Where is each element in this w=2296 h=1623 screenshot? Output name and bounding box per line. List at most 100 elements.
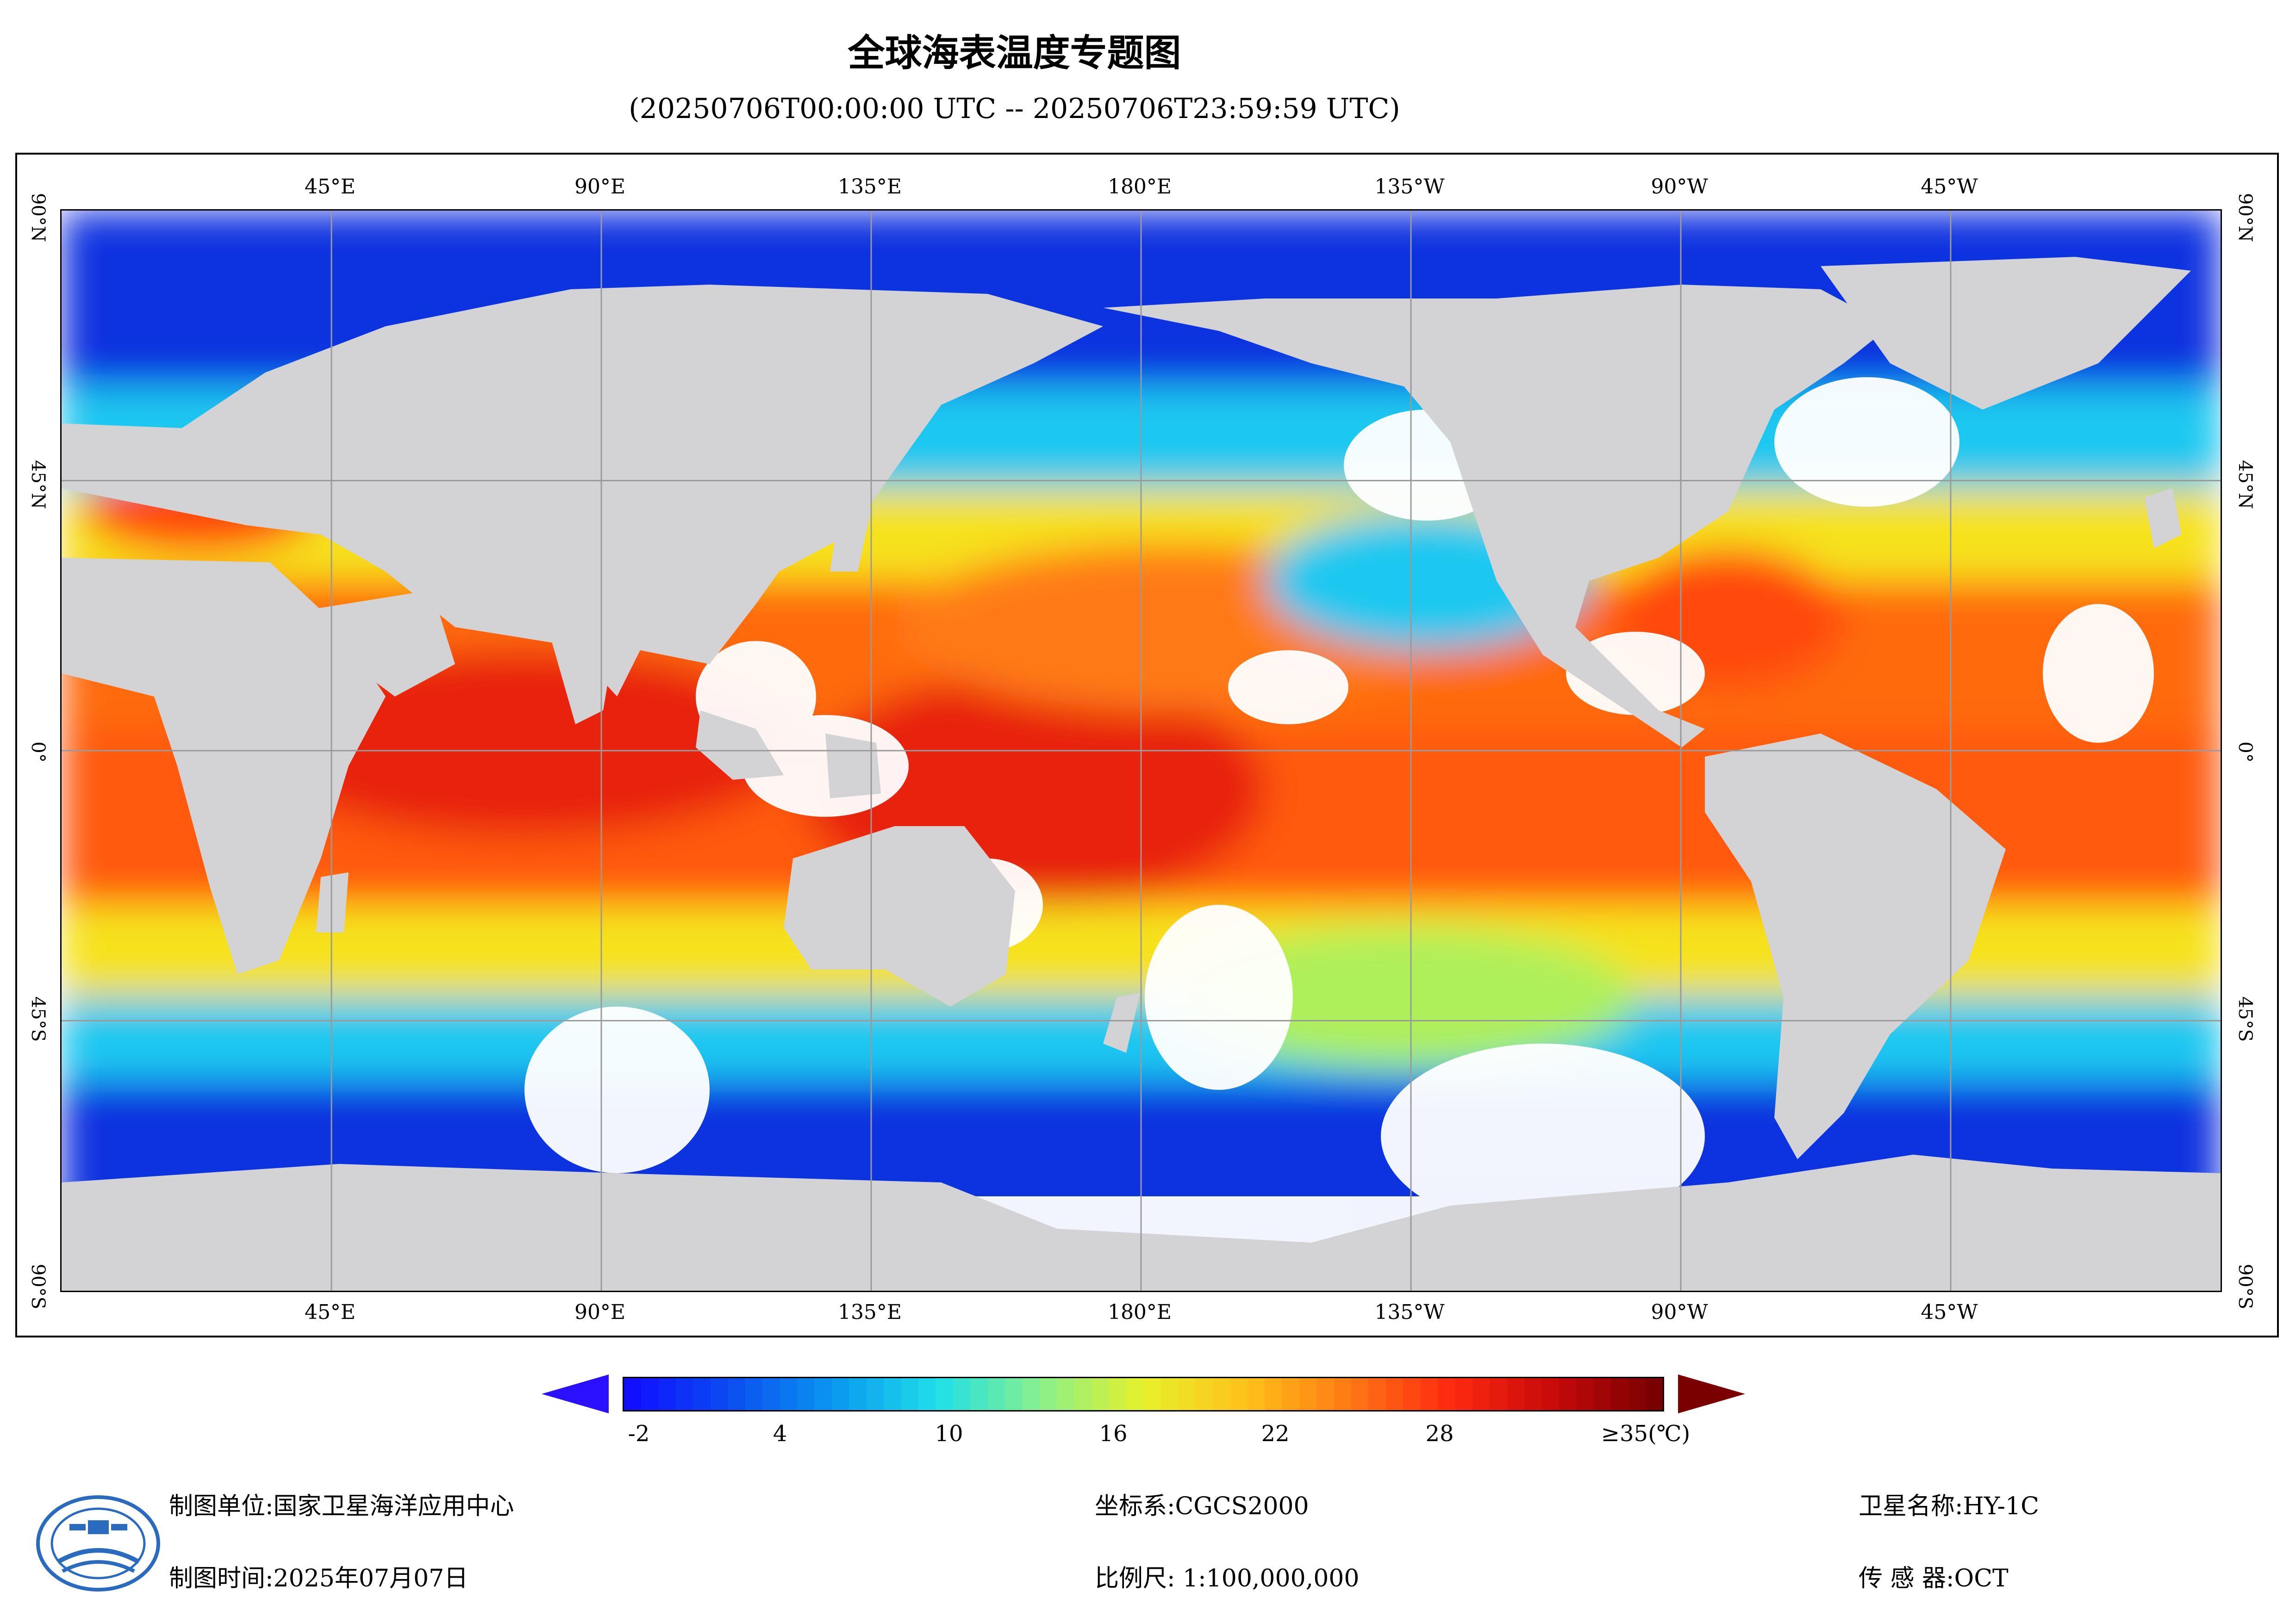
colorbar-cell — [1455, 1378, 1472, 1410]
cloud-gap — [1145, 905, 1293, 1090]
coordinate-system: 坐标系:CGCS2000 — [1095, 1492, 1309, 1520]
lat-label-right: 90°N — [2234, 193, 2256, 242]
colorbar-cell — [1195, 1378, 1213, 1410]
colorbar-cell — [1385, 1378, 1404, 1410]
mapping-time: 制图时间:2025年07月07日 — [169, 1565, 468, 1592]
graticule — [62, 211, 2221, 1291]
colorbar-under-arrow — [542, 1374, 609, 1413]
satellite-name: 卫星名称:HY-1C — [1859, 1492, 2039, 1520]
colorbar-cell — [693, 1378, 711, 1410]
colorbar-cell — [624, 1378, 642, 1410]
lat-label-left: 90°S — [27, 1263, 49, 1310]
colorbar-cell — [1316, 1378, 1334, 1410]
colorbar-tick: 28 — [1425, 1421, 1454, 1447]
colorbar-cell — [1438, 1378, 1455, 1410]
sensor-name: 传 感 器:OCT — [1859, 1565, 2009, 1592]
colorbar-cell — [658, 1378, 676, 1410]
colorbar-cell — [1247, 1378, 1265, 1410]
sst-map-svg — [62, 211, 2221, 1291]
land-british-isles — [2145, 488, 2182, 548]
colorbar-cell — [1057, 1378, 1074, 1410]
land-japan — [830, 507, 872, 572]
lon-label-top: 135°E — [837, 175, 902, 199]
colorbar-over-arrow — [1678, 1374, 1745, 1413]
colorbar-cell — [1628, 1378, 1646, 1410]
colorbar-cell — [1265, 1378, 1282, 1410]
cloud-gap — [1774, 377, 1959, 507]
colorbar-cell — [901, 1378, 918, 1410]
land-southeast-asia — [696, 710, 784, 780]
colorbar-cell — [849, 1378, 867, 1410]
colorbar-cell — [1368, 1378, 1386, 1410]
colorbar-cell — [676, 1378, 693, 1410]
colorbar-cell — [1559, 1378, 1577, 1410]
time-range-subtitle: (20250706T00:00:00 UTC -- 20250706T23:59… — [629, 93, 1400, 125]
land-borneo — [825, 734, 881, 798]
colorbar-cell — [1524, 1378, 1542, 1410]
lon-label-bottom: 45°W — [1921, 1300, 1978, 1324]
colorbar-cell — [1091, 1378, 1109, 1410]
land-north-america — [1103, 285, 1890, 747]
colorbar-cell — [1334, 1378, 1352, 1410]
lon-label-top: 180°E — [1107, 175, 1172, 199]
mapping-unit: 制图单位:国家卫星海洋应用中心 — [169, 1492, 514, 1520]
colorbar-tick: 10 — [935, 1421, 963, 1447]
land-eurasia — [62, 285, 1103, 696]
colorbar-cell — [762, 1378, 780, 1410]
land-arabia — [316, 590, 455, 696]
colorbar-cell — [641, 1378, 659, 1410]
colorbar — [623, 1377, 1664, 1412]
colorbar-cell — [936, 1378, 953, 1410]
colorbar-cell — [728, 1378, 745, 1410]
lon-label-top: 90°W — [1651, 175, 1708, 199]
lat-label-right: 0° — [2234, 741, 2256, 763]
colorbar-cell — [1611, 1378, 1628, 1410]
colorbar-tick: ≥35(℃) — [1601, 1421, 1691, 1447]
colorbar-cell — [1593, 1378, 1611, 1410]
colorbar-cell — [1230, 1378, 1248, 1410]
cloud-gap — [1228, 650, 1348, 724]
land-australia — [784, 826, 1015, 1007]
colorbar-cell — [1299, 1378, 1317, 1410]
colorbar-cell — [1403, 1378, 1421, 1410]
sst-mild-spot-south-pacific — [1173, 928, 1635, 1067]
lon-label-bottom: 135°W — [1374, 1300, 1445, 1324]
colorbar-cell — [1160, 1378, 1178, 1410]
colorbar-cell — [1541, 1378, 1559, 1410]
colorbar-cell — [953, 1378, 971, 1410]
lon-label-bottom: 135°E — [837, 1300, 902, 1324]
colorbar-cell — [1143, 1378, 1161, 1410]
cloud-gap — [2043, 604, 2154, 743]
lon-label-bottom: 90°E — [574, 1300, 626, 1324]
colorbar-cell — [1472, 1378, 1490, 1410]
colorbar-cell — [711, 1378, 728, 1410]
colorbar-cell — [970, 1378, 988, 1410]
lat-label-left: 0° — [27, 741, 49, 763]
colorbar-cell — [814, 1378, 832, 1410]
lon-label-top: 135°W — [1374, 175, 1445, 199]
land-madagascar — [316, 872, 349, 933]
lon-label-top: 45°W — [1921, 175, 1978, 199]
colorbar-cell — [866, 1378, 884, 1410]
colorbar-cell — [797, 1378, 815, 1410]
colorbar-tick: 4 — [773, 1421, 787, 1447]
colorbar-tick: 16 — [1099, 1421, 1128, 1447]
colorbar-cell — [831, 1378, 849, 1410]
cloud-gap — [1381, 1044, 1705, 1229]
colorbar-cell — [1212, 1378, 1230, 1410]
colorbar-tick: 22 — [1261, 1421, 1290, 1447]
lat-label-right: 90°S — [2234, 1263, 2256, 1310]
lat-label-left: 90°N — [27, 193, 49, 242]
colorbar-cell — [745, 1378, 763, 1410]
map-frame — [15, 153, 2279, 1337]
land-south-america — [1705, 734, 2006, 1159]
colorbar-cell — [987, 1378, 1005, 1410]
colorbar-cell — [1576, 1378, 1594, 1410]
land-africa — [62, 558, 386, 974]
lon-label-bottom: 180°E — [1107, 1300, 1172, 1324]
colorbar-cell — [884, 1378, 901, 1410]
colorbar-cell — [1039, 1378, 1057, 1410]
map-scale: 比例尺: 1:100,000,000 — [1095, 1565, 1360, 1592]
lon-label-bottom: 45°E — [304, 1300, 356, 1324]
nsoas-logo — [36, 1495, 160, 1592]
